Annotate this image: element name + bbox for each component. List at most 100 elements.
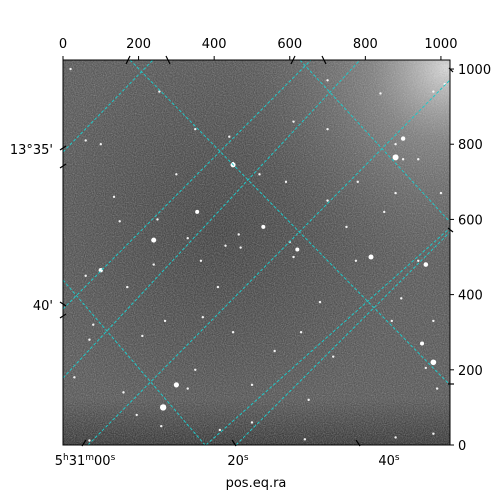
sky-noise [63,60,450,445]
left-dec-axis: 13°35' 40' [10,143,53,314]
star [432,319,435,323]
star [394,191,397,195]
top-tick-label: 400 [202,37,227,52]
grid-line [63,60,361,379]
star [194,368,197,372]
grid-line [205,227,450,445]
star [417,259,420,262]
star [303,438,307,441]
star [186,237,189,240]
star [152,263,155,266]
star [88,338,91,341]
star [126,285,129,289]
star [158,90,161,93]
star [292,255,295,259]
sky-image [63,60,450,445]
coordinate-grid [63,60,450,445]
world-tick-mark [125,55,131,65]
world-tick-mark [321,55,327,65]
star [250,421,254,424]
bright-star [151,237,157,243]
world-tick-mark [59,301,67,307]
star [432,90,435,93]
world-tick-mark [290,55,296,65]
star [250,383,254,387]
grid-line [63,60,154,153]
bright-star [420,341,425,346]
plot-frame [62,59,451,446]
star [258,173,261,176]
star [401,158,405,161]
grid-line [299,60,450,223]
top-tick-label: 800 [353,37,378,52]
star [201,315,205,319]
bright-star [368,254,374,260]
star [141,334,144,338]
star [199,259,203,262]
world-tick-mark [448,67,454,73]
star [390,319,393,323]
grid-line [235,231,450,445]
star [284,180,288,184]
star [99,143,102,146]
star [231,331,235,334]
star [400,297,403,300]
star [439,191,443,195]
world-tick-mark [59,145,67,151]
star [228,135,231,138]
star [135,413,138,417]
star [175,173,178,176]
star [417,158,420,161]
world-tick-mark [355,439,361,447]
star [69,67,72,71]
right-tick-label: 400 [458,289,483,304]
star [307,398,310,402]
star [345,225,348,229]
stars [69,67,446,442]
star [160,425,163,428]
star [326,127,329,131]
star [435,387,439,390]
world-tick-mark [231,439,237,447]
star [84,274,87,278]
bright-star [159,404,167,411]
star [239,246,242,249]
star [122,391,125,394]
star [292,120,295,123]
star [273,349,276,353]
star [186,387,189,390]
star [326,199,329,202]
star [332,355,335,358]
star [156,218,159,221]
bright-star [98,267,103,273]
axis-ticks [59,55,454,447]
bottom-ra-axis: 5h31m00s 20s 40s [55,453,400,469]
bright-star [400,136,406,141]
right-tick-label: 0 [458,439,466,454]
star [73,376,76,379]
bright-star [173,382,179,388]
star [216,285,220,289]
star [112,195,116,199]
top-pixel-axis: 0 200 400 600 800 1000 [59,37,458,52]
bright-star [430,359,437,366]
star [379,92,382,95]
world-tick-mark [447,227,454,233]
grid-line [129,60,450,386]
star [326,79,329,82]
star [394,143,397,146]
top-tick-label: 600 [277,37,302,52]
bright-star [195,209,200,214]
right-tick-label: 800 [458,138,483,153]
star [224,244,227,247]
world-tick-mark [59,313,67,319]
dec-tick-label: 13°35' [10,143,53,158]
right-tick-label: 600 [458,213,483,228]
world-tick-mark [165,55,171,65]
right-pixel-axis: 0 200 400 600 800 1000 [458,63,491,454]
star [194,127,197,131]
star [299,331,303,334]
bright-star [295,247,300,252]
star [218,428,222,432]
x-axis-label: pos.eq.ra [226,476,287,491]
